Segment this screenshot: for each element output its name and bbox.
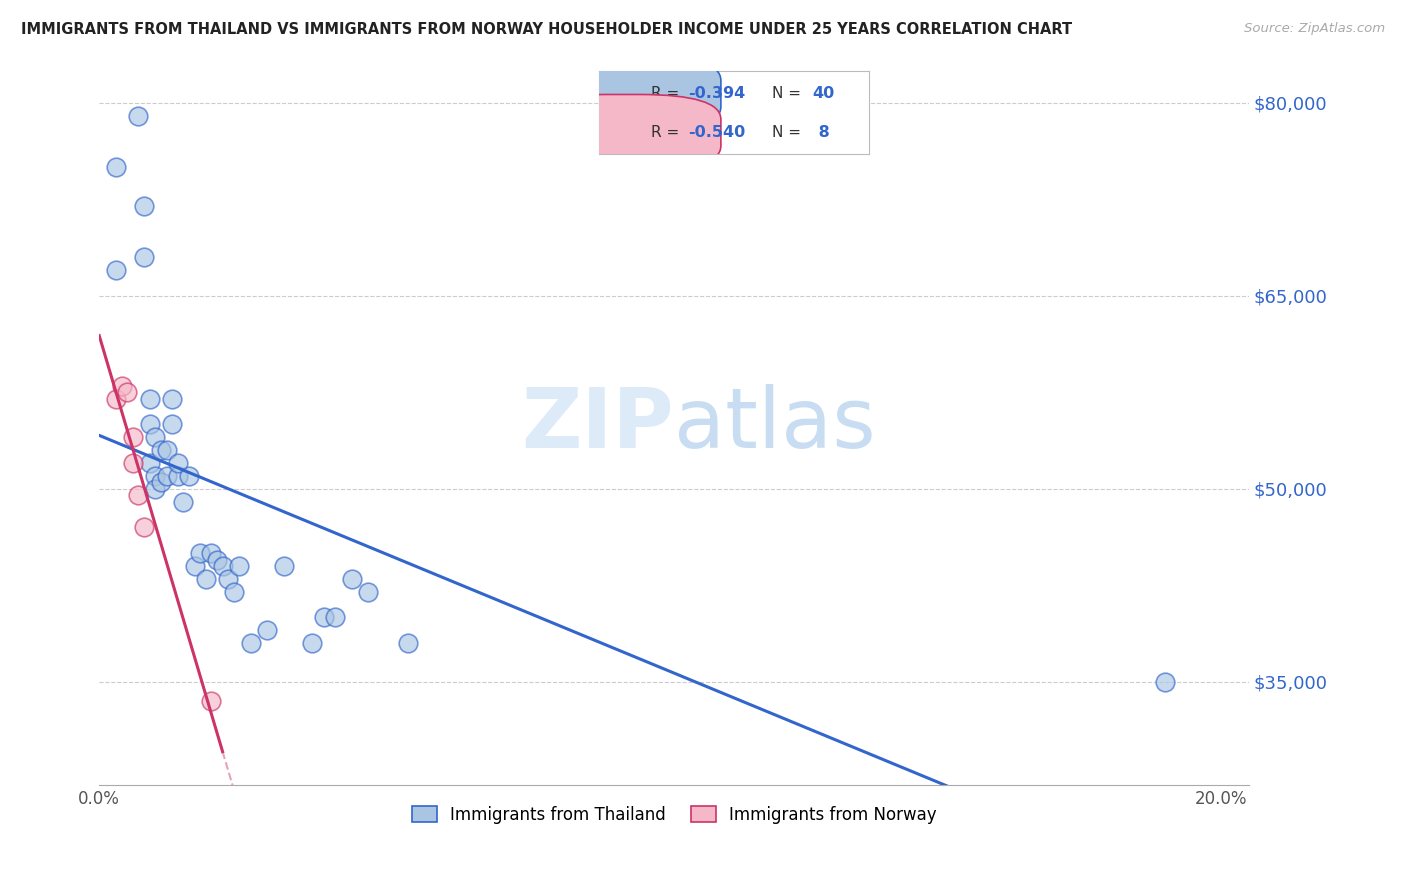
Point [138,392,160,406]
Point [160,417,183,432]
Point [188,546,211,560]
Point [323,610,346,624]
Point [166,469,188,483]
Point [117,385,139,400]
Point [121,430,143,444]
Point [273,559,295,574]
Point [166,456,188,470]
Point [228,559,250,574]
Point [111,379,134,393]
Point [217,572,239,586]
Point [105,392,128,406]
Point [155,469,177,483]
Point [138,456,160,470]
Point [127,488,149,502]
Text: Source: ZipAtlas.com: Source: ZipAtlas.com [1244,22,1385,36]
Point [160,392,183,406]
Point [121,456,143,470]
Point [149,443,172,458]
Point [143,469,166,483]
Point [177,469,200,483]
Point [200,546,222,560]
Point [172,494,194,508]
Point [127,109,149,123]
Point [211,559,233,574]
Text: IMMIGRANTS FROM THAILAND VS IMMIGRANTS FROM NORWAY HOUSEHOLDER INCOME UNDER 25 Y: IMMIGRANTS FROM THAILAND VS IMMIGRANTS F… [21,22,1073,37]
Point [239,636,262,650]
Point [155,443,177,458]
Point [301,636,323,650]
Point [222,584,245,599]
Point [132,250,155,264]
Point [205,552,228,566]
Point [256,624,278,638]
Point [200,694,222,708]
Point [1153,674,1175,689]
Point [143,430,166,444]
Point [312,610,335,624]
Point [143,482,166,496]
Point [183,559,205,574]
Point [194,572,217,586]
Point [396,636,419,650]
Point [105,263,128,277]
Point [132,520,155,534]
Text: atlas: atlas [673,384,876,465]
Legend: Immigrants from Thailand, Immigrants from Norway: Immigrants from Thailand, Immigrants fro… [405,799,943,830]
Point [357,584,380,599]
Point [105,160,128,174]
Point [132,199,155,213]
Point [149,475,172,490]
Point [340,572,363,586]
Text: ZIP: ZIP [522,384,673,465]
Point [138,417,160,432]
